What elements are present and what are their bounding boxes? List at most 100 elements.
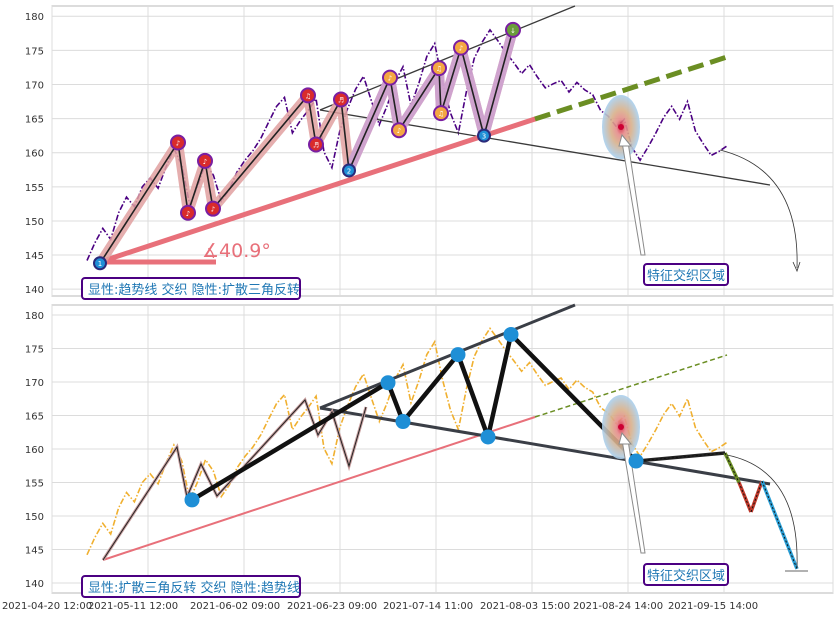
angle-label: ∡40.9° <box>202 240 271 262</box>
x-tick-label: 2021-08-03 15:00 <box>480 601 570 612</box>
pivot-label: ↓ <box>510 27 516 35</box>
pivot-label: ♬ <box>338 96 344 104</box>
pivot-label: ♫ <box>305 92 311 100</box>
y-tick-label: 165 <box>25 115 44 126</box>
forecast-segment-core <box>750 480 763 513</box>
pivot-label: ♪ <box>176 139 180 147</box>
top-region-arrow-head <box>618 133 633 147</box>
forecast-segment-core <box>635 452 726 462</box>
top-legend-box <box>81 277 301 300</box>
pivot-label: 2 <box>347 167 351 175</box>
top-curved-arrow <box>719 149 798 269</box>
pivot-marker <box>333 91 349 108</box>
pivot-marker <box>453 39 469 56</box>
bottom-pivot-markers <box>184 326 644 508</box>
pivot-label: ♪ <box>388 75 392 83</box>
x-tick-label: 2021-06-23 09:00 <box>287 601 377 612</box>
top-y-tick-labels: 140 145 150 155 160 165 170 175 180 <box>25 12 44 296</box>
forecast-segment <box>760 480 799 570</box>
y-tick-label: 180 <box>25 12 44 23</box>
bottom-legend-text: 显性:扩散三角反转 交织 隐性:趋势线 <box>88 580 300 596</box>
pivot-marker <box>395 414 411 430</box>
pivot-label: 1 <box>98 260 102 268</box>
pivot-marker <box>300 87 316 104</box>
y-tick-label: 165 <box>25 412 44 423</box>
y-tick-label: 170 <box>25 378 44 389</box>
top-panel: 140 145 150 155 160 165 170 175 180 ∡40.9° 1 ♪ ♪ ♪ ♪… <box>25 5 834 300</box>
pivot-label: ♬ <box>313 142 319 150</box>
x-tick-label: 2021-04-20 12:00 <box>2 601 92 612</box>
pivot-marker <box>308 136 324 153</box>
pivot-marker <box>180 204 196 221</box>
x-tick-label: 2021-09-15 14:00 <box>668 601 758 612</box>
x-tick-label: 2021-06-02 09:00 <box>190 601 280 612</box>
y-tick-label: 145 <box>25 545 44 556</box>
bottom-region-label-box <box>643 563 729 586</box>
x-tick-label: 2021-08-24 14:00 <box>573 601 663 612</box>
pivot-label: ♪ <box>397 127 401 135</box>
forecast-segment-core <box>724 452 740 483</box>
y-tick-label: 175 <box>25 46 44 57</box>
x-tick-label: 2021-05-11 12:00 <box>88 601 178 612</box>
pivot-marker <box>450 347 466 363</box>
forecast-segment-core <box>738 482 752 513</box>
top-pattern-zigzag <box>95 28 518 266</box>
bottom-region-label: 特征交织区域 <box>647 568 725 584</box>
y-tick-label: 160 <box>25 149 44 160</box>
pivot-marker <box>505 21 521 38</box>
bottom-upper-trendline <box>319 303 576 410</box>
top-legend-text: 显性:趋势线 交织 隐性:扩散三角反转 <box>88 282 300 298</box>
y-tick-label: 160 <box>25 445 44 456</box>
pivot-marker <box>480 429 496 445</box>
top-curved-arrow-head <box>792 261 801 273</box>
y-tick-label: 155 <box>25 478 44 489</box>
pivot-label: ♪ <box>203 158 207 166</box>
top-grid <box>51 6 834 296</box>
pivot-marker <box>93 256 107 271</box>
pivot-label: ♫ <box>436 65 442 73</box>
pivot-marker <box>477 128 491 143</box>
pivot-marker <box>380 375 396 391</box>
y-tick-label: 150 <box>25 217 44 228</box>
pivot-marker <box>197 152 213 169</box>
top-region-label-box <box>643 263 729 286</box>
pivot-marker <box>433 105 449 122</box>
bottom-panel: 140 145 150 155 160 165 170 175 180 特征交织区域 显性:扩散… <box>25 303 834 598</box>
pivot-label: ♪ <box>459 45 463 53</box>
pivot-marker <box>170 134 186 151</box>
pivot-marker <box>342 163 356 178</box>
bottom-forecast-path <box>635 451 799 570</box>
y-tick-label: 155 <box>25 183 44 194</box>
bottom-curved-arrow <box>726 454 798 569</box>
bottom-y-tick-labels: 140 145 150 155 160 165 170 175 180 <box>25 311 44 590</box>
pivot-marker <box>184 492 200 508</box>
pivot-label: 3 <box>482 133 486 141</box>
pattern-zigzag-line <box>99 29 514 264</box>
y-tick-label: 140 <box>25 285 44 296</box>
pivot-label: ♪ <box>186 210 190 218</box>
x-tick-label: 2021-07-14 11:00 <box>383 601 473 612</box>
y-tick-label: 145 <box>25 251 44 262</box>
y-tick-label: 175 <box>25 345 44 356</box>
pivot-marker <box>382 69 398 86</box>
pivot-label: ♪ <box>211 206 215 214</box>
top-pivot-markers: 1 ♪ ♪ ♪ ♪ ♫ ♬ ♬ 2 ♪ ♪ ♫ ♫ ♪ 3 ↓ <box>93 21 521 271</box>
y-tick-label: 150 <box>25 512 44 523</box>
pivot-marker <box>431 60 447 77</box>
top-hotspot-dot <box>618 124 624 130</box>
bottom-lower-trendline <box>319 406 771 486</box>
pivot-marker <box>628 453 644 469</box>
top-support-line <box>97 116 538 265</box>
bottom-hotspot-dot <box>618 424 624 430</box>
pivot-marker <box>205 200 221 217</box>
pivot-marker <box>503 326 519 342</box>
bottom-support-line <box>102 416 536 561</box>
pivot-label: ♫ <box>438 110 444 118</box>
bottom-history-zigzag <box>101 397 368 561</box>
top-upper-trendline <box>319 5 576 111</box>
bottom-legend-box <box>81 575 301 598</box>
history-line <box>102 399 367 561</box>
bottom-support-projection <box>534 354 728 418</box>
